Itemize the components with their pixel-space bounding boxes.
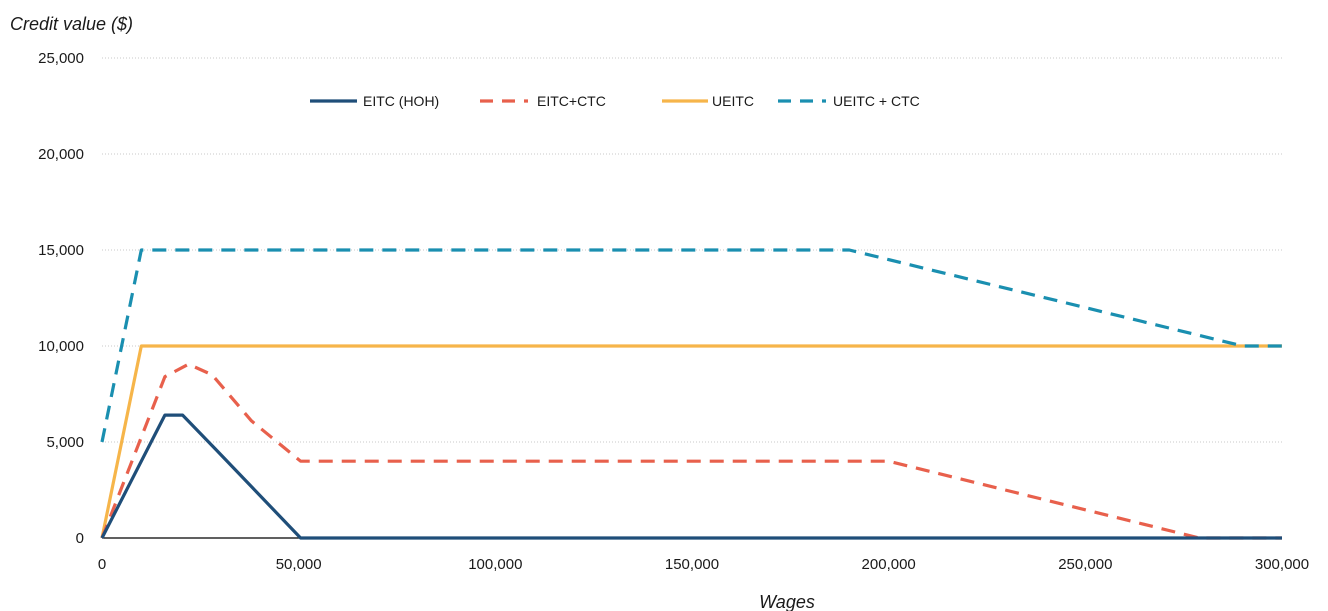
y-tick-label: 10,000	[38, 338, 84, 355]
y-tick-label: 15,000	[38, 242, 84, 259]
series-lines	[100, 248, 1282, 540]
legend-label: UEITC + CTC	[833, 93, 920, 109]
legend-label: UEITC	[712, 93, 754, 109]
legend: EITC (HOH) EITC+CTC UEITC UEITC + CTC	[310, 93, 920, 109]
x-tick-label: 300,000	[1255, 556, 1309, 573]
x-tick-label: 0	[98, 556, 106, 573]
y-tick-label: 20,000	[38, 146, 84, 163]
x-tick-label: 250,000	[1058, 556, 1112, 573]
x-tick-label: 50,000	[276, 556, 322, 573]
legend-label: EITC+CTC	[537, 93, 606, 109]
x-tick-label: 200,000	[862, 556, 916, 573]
y-axis-title: Credit value ($)	[10, 14, 133, 34]
series-line-ueitc-ctc	[100, 248, 1282, 443]
series-line-eitc-hoh	[100, 413, 1282, 540]
axes: 0 5,000 10,000 15,000 20,000 25,000 0 50,000 100…	[38, 50, 1309, 573]
y-tick-label: 0	[76, 530, 84, 547]
series-line-ueitc	[100, 344, 1282, 539]
y-tick-label: 5,000	[46, 434, 84, 451]
legend-label: EITC (HOH)	[363, 93, 439, 109]
x-tick-label: 150,000	[665, 556, 719, 573]
x-axis-title: Wages	[759, 592, 815, 611]
series-line-eitc-ctc	[100, 362, 1282, 540]
y-tick-label: 25,000	[38, 50, 84, 67]
x-tick-label: 100,000	[468, 556, 522, 573]
